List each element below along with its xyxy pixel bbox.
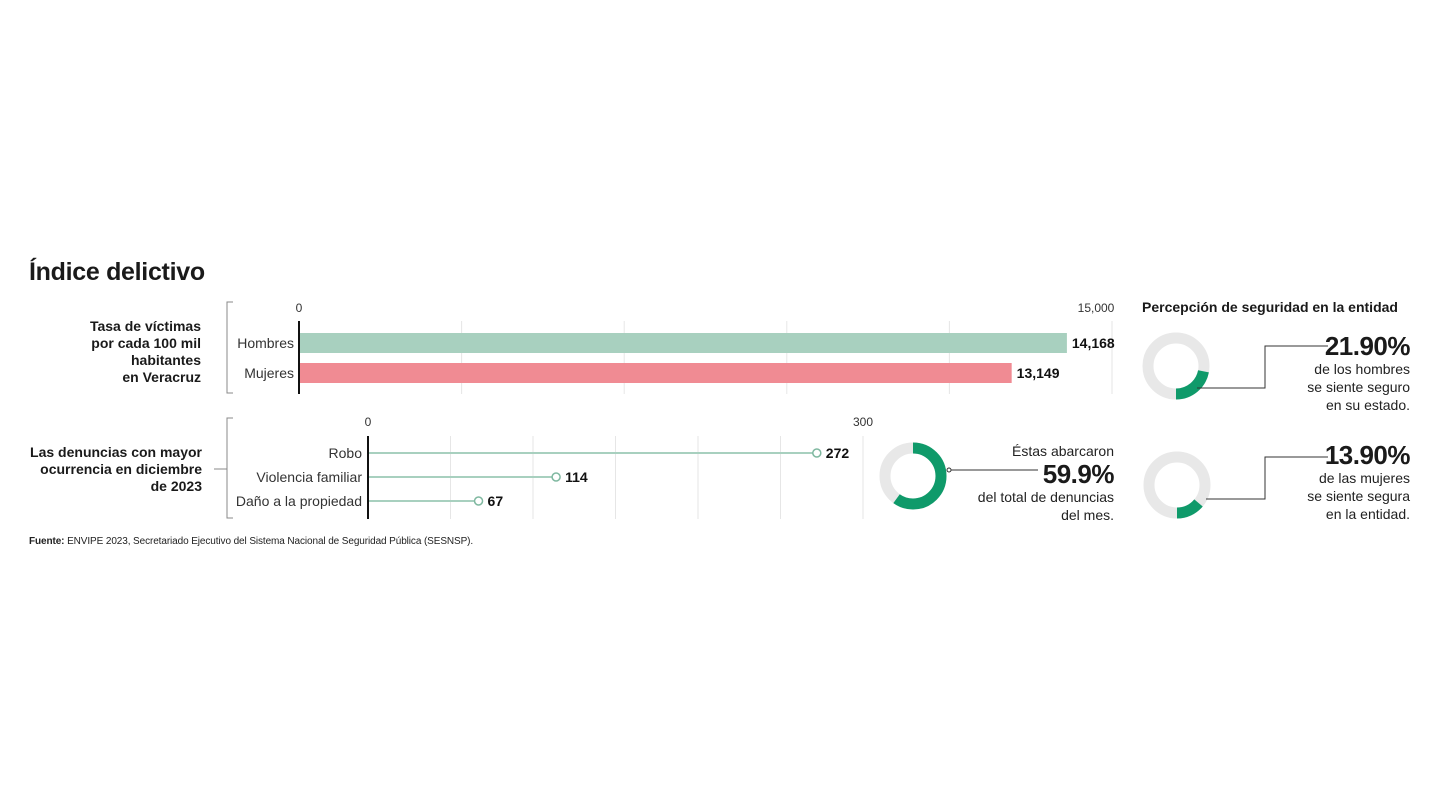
lollipop-dot — [473, 496, 484, 506]
men-safety-donut — [1142, 332, 1210, 400]
complaints-label-line: de 2023 — [150, 478, 202, 494]
women-desc-line: en la entidad. — [1325, 506, 1410, 522]
source-label: Fuente: — [29, 536, 65, 547]
men-callout: 21.90% de los hombres se siente seguro e… — [1210, 332, 1410, 414]
complaints-label-line: ocurrencia en diciembre — [40, 461, 202, 477]
lollipop-dot — [812, 448, 822, 458]
men-percentage: 21.90% — [1324, 331, 1411, 361]
complaints-desc-line: del total de denuncias — [977, 489, 1114, 505]
lollipop-tick-label: 0 — [365, 415, 372, 429]
bar-value-label: 13,149 — [1017, 365, 1060, 381]
bar-tick-label: 15,000 — [1078, 301, 1115, 315]
lollipop-value-label: 272 — [826, 445, 850, 461]
bar-category-label: Mujeres — [244, 365, 294, 381]
bar — [299, 363, 1012, 383]
bar-category-label: Hombres — [237, 335, 294, 351]
donut-slice — [879, 442, 947, 510]
victims-rate-label-line: Tasa de víctimas — [89, 318, 201, 334]
bar-value-label: 14,168 — [1072, 335, 1115, 351]
women-safety-donut — [1143, 451, 1211, 519]
women-callout: 13.90% de las mujeres se siente segura e… — [1210, 441, 1410, 523]
bar — [299, 333, 1067, 353]
lollipop-category-label: Violencia familiar — [256, 469, 362, 485]
bar-tick-label: 0 — [296, 301, 303, 315]
complaints-label: Las denuncias con mayor ocurrencia en di… — [20, 444, 202, 495]
men-desc-line: se siente seguro — [1307, 379, 1410, 395]
complaints-desc-line: del mes. — [1061, 507, 1114, 523]
bracket-lollipop — [226, 417, 233, 519]
source-note: Fuente: ENVIPE 2023, Secretariado Ejecut… — [29, 536, 473, 547]
victims-bar-chart: 0 15,000 Hombres 14,168 Mujeres 13,149 — [237, 301, 1115, 394]
men-leader-line — [1197, 345, 1328, 389]
complaints-lollipop-chart: 0 300 Robo 272 Violencia familiar 114 Daño a l… — [236, 415, 873, 519]
source-text: ENVIPE 2023, Secretariado Ejecutivo del … — [64, 536, 474, 547]
complaints-label-line: Las denuncias con mayor — [30, 444, 202, 460]
perception-title: Percepción de seguridad en la entidad — [1142, 299, 1398, 315]
women-percentage: 13.90% — [1324, 440, 1411, 470]
complaints-share-donut — [879, 442, 947, 510]
victims-rate-label: Tasa de víctimas por cada 100 mil habita… — [20, 318, 201, 386]
lollipop-dot — [551, 472, 561, 482]
page-title: Índice delictivo — [29, 258, 205, 286]
complaints-percentage: 59.9% — [1042, 459, 1115, 489]
donut-slice — [1142, 332, 1210, 400]
lollipop-tick-label: 300 — [853, 415, 873, 429]
lollipop-category-label: Daño a la propiedad — [236, 493, 362, 509]
victims-rate-label-line: por cada 100 mil habitantes — [91, 335, 201, 368]
women-desc-line: de las mujeres — [1318, 470, 1410, 486]
men-desc-line: en su estado. — [1325, 397, 1410, 413]
lollipop-value-label: 114 — [565, 469, 588, 485]
donut-slice — [1143, 451, 1211, 519]
women-leader-line — [1206, 456, 1328, 500]
lollipop-category-label: Robo — [329, 445, 363, 461]
men-desc-line: de los hombres — [1314, 361, 1410, 377]
complaints-leader-dot — [946, 467, 952, 473]
complaints-lead: Éstas abarcaron — [1012, 443, 1114, 459]
victims-rate-label-line: en Veracruz — [122, 369, 201, 385]
bracket-bars — [226, 301, 233, 394]
women-desc-line: se siente segura — [1307, 488, 1410, 504]
lollipop-value-label: 67 — [488, 493, 504, 509]
complaints-share-callout: Éstas abarcaron 59.9% del total de denun… — [950, 442, 1115, 524]
